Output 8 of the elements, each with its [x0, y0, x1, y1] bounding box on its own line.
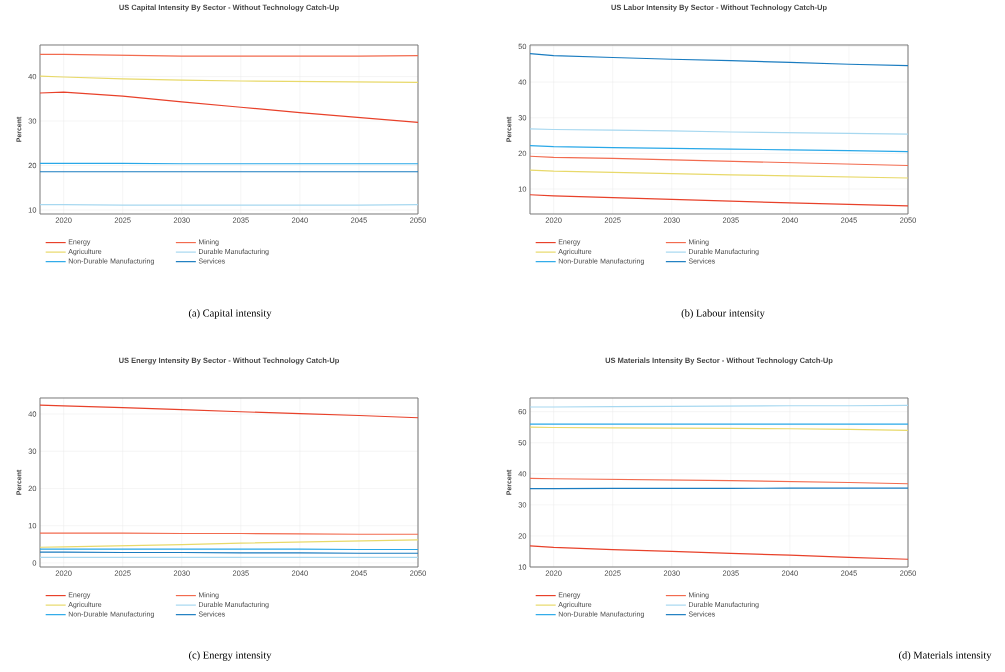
line-series: [530, 545, 909, 560]
text: (b) Labour intensity: [681, 309, 765, 319]
text: (a) Capital intensity: [188, 309, 272, 319]
text: (c) Energy intensity: [189, 651, 272, 661]
line-series: [530, 144, 909, 153]
line-series: [40, 404, 418, 419]
line-series: [530, 52, 909, 67]
text: (d) Materials intensity: [898, 651, 992, 661]
